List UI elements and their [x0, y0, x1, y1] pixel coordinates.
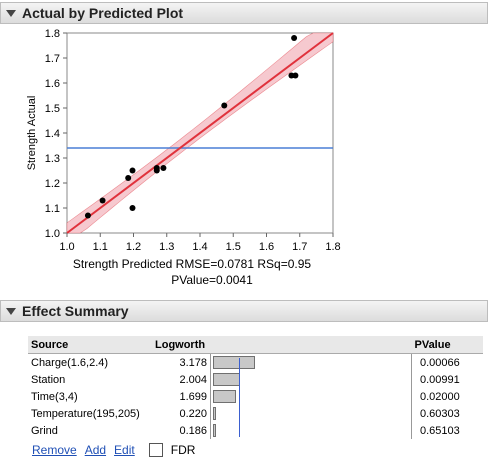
logworth-bar-cell: [210, 422, 412, 439]
effects-panel-title: Effect Summary: [22, 303, 129, 319]
pvalue-cell: 0.65103: [420, 424, 460, 437]
logworth-bar-cell: [210, 388, 412, 405]
x-tick-label: 1.4: [192, 241, 207, 253]
logworth-bar: [213, 356, 256, 369]
y-tick-label: 1.7: [45, 53, 60, 65]
x-axis-label: Strength Predicted RMSE=0.0781 RSq=0.95: [73, 257, 311, 271]
disclosure-icon[interactable]: [6, 307, 16, 315]
x-tick-label: 1.5: [226, 241, 241, 253]
logworth-bar: [213, 407, 216, 420]
effect-actions: Remove Add Edit FDR: [32, 443, 195, 457]
logworth-cell: 0.186: [179, 424, 207, 437]
y-tick-label: 1.1: [45, 203, 60, 215]
effect-row[interactable]: Temperature(195,205) 0.220 0.60303: [28, 405, 483, 422]
x-tick-label: 1.6: [259, 241, 274, 253]
logworth-bar: [213, 373, 240, 386]
logworth-cell: 0.220: [179, 407, 207, 420]
source-cell: Charge(1.6,2.4): [31, 356, 109, 369]
y-tick-label: 1.0: [45, 228, 60, 240]
logworth-bar: [213, 390, 236, 403]
data-point[interactable]: [153, 165, 160, 171]
data-point[interactable]: [292, 72, 299, 79]
data-point[interactable]: [291, 35, 298, 41]
data-point[interactable]: [221, 102, 228, 109]
bar-header: [210, 336, 412, 354]
plot-panel-title: Actual by Predicted Plot: [22, 5, 184, 21]
data-point[interactable]: [129, 205, 136, 211]
data-point[interactable]: [125, 175, 132, 181]
y-tick-label: 1.4: [45, 128, 60, 140]
x-tick-label: 1.1: [93, 241, 108, 253]
add-link[interactable]: Add: [84, 443, 107, 457]
pvalue-cell: 0.02000: [420, 390, 460, 403]
data-point[interactable]: [160, 165, 167, 171]
effect-row[interactable]: Station 2.004 0.00991: [28, 371, 483, 388]
x-tick-label: 1.7: [292, 241, 307, 253]
logworth-header: Logworth: [152, 336, 211, 354]
source-cell: Temperature(195,205): [31, 407, 140, 420]
effect-row[interactable]: Grind 0.186 0.65103: [28, 422, 483, 439]
source-header: Source: [28, 336, 152, 354]
pvalue-text: PValue=0.0041: [171, 273, 253, 287]
y-tick-label: 1.6: [45, 78, 60, 90]
fdr-checkbox[interactable]: [148, 443, 163, 457]
x-tick-label: 1.0: [59, 241, 74, 253]
fdr-label: FDR: [170, 443, 196, 457]
y-tick-label: 1.3: [45, 153, 60, 165]
y-tick-label: 1.2: [45, 178, 60, 190]
logworth-bar-cell: [210, 353, 412, 371]
data-point[interactable]: [99, 197, 106, 204]
actual-by-predicted-plot: Strength Actual 1.0 1.1 1.2 1.3 1.4 1.5 1.6 1.7…: [26, 28, 341, 287]
effect-summary-table: Source Logworth PValue Charge(1.6,2.4) 3…: [28, 336, 483, 439]
x-tick-label: 1.2: [126, 241, 141, 253]
plot-panel-header[interactable]: Actual by Predicted Plot: [0, 2, 488, 24]
x-tick-label: 1.8: [325, 241, 340, 253]
source-cell: Time(3,4): [31, 390, 78, 403]
disclosure-icon[interactable]: [6, 9, 16, 17]
fit-line: [66, 32, 334, 234]
effects-panel-header[interactable]: Effect Summary: [0, 300, 488, 322]
logworth-cell: 3.178: [179, 356, 207, 369]
pvalue-cell: 0.00991: [420, 373, 460, 386]
edit-link[interactable]: Edit: [114, 443, 135, 457]
pvalue-cell: 0.60303: [420, 407, 460, 420]
logworth-bar-cell: [210, 371, 412, 388]
y-tick-label: 1.5: [45, 103, 60, 115]
y-tick-label: 1.8: [45, 28, 60, 40]
remove-link[interactable]: Remove: [32, 443, 77, 457]
effect-row[interactable]: Charge(1.6,2.4) 3.178 0.00066: [28, 353, 483, 371]
effect-row[interactable]: Time(3,4) 1.699 0.02000: [28, 388, 483, 405]
logworth-bar: [213, 424, 216, 437]
source-cell: Grind: [31, 424, 58, 437]
pvalue-header: PValue: [411, 336, 483, 354]
logworth-cell: 1.699: [179, 390, 207, 403]
source-cell: Station: [31, 373, 66, 386]
x-tick-label: 1.3: [159, 241, 174, 253]
data-point[interactable]: [129, 167, 136, 174]
logworth-cell: 2.004: [179, 373, 207, 386]
logworth-bar-cell: [210, 405, 412, 422]
pvalue-cell: 0.00066: [420, 356, 460, 369]
reference-line: [239, 357, 241, 437]
data-point[interactable]: [84, 212, 91, 219]
y-axis-label: Strength Actual: [26, 96, 38, 171]
